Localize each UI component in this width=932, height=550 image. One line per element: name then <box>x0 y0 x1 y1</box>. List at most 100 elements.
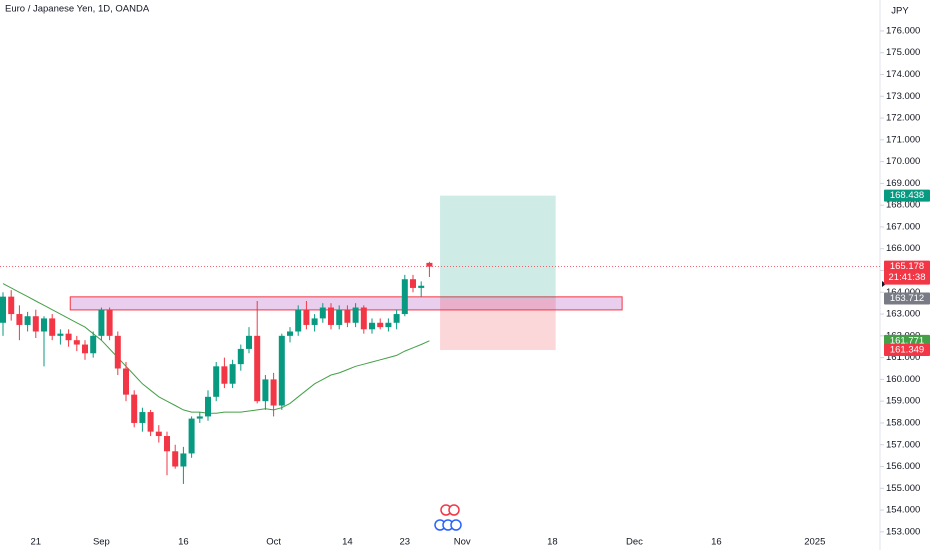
x-tick-label: 23 <box>400 537 411 548</box>
y-tick-label: 153.000 <box>886 526 920 537</box>
candle-body <box>57 333 64 336</box>
candle-body <box>369 322 376 330</box>
y-tick-label: 175.000 <box>886 47 920 58</box>
chart-title: Euro / Japanese Yen, 1D, OANDA <box>5 4 150 15</box>
candle-body <box>246 335 253 349</box>
candle-body <box>155 431 162 437</box>
y-tick-label: 172.000 <box>886 113 920 124</box>
y-tick-label: 159.000 <box>886 396 920 407</box>
candle-body <box>139 412 146 423</box>
y-tick-label: 173.000 <box>886 91 920 102</box>
candle-body <box>360 307 367 330</box>
moving-average <box>2 283 430 414</box>
position-stop <box>440 298 556 351</box>
candle-body <box>49 318 56 336</box>
price-tag <box>884 344 930 357</box>
candle-body <box>188 418 195 454</box>
candle-body <box>172 451 179 467</box>
candle-body <box>147 412 154 432</box>
candle-body <box>131 394 138 423</box>
y-tick-label: 166.000 <box>886 243 920 254</box>
candle-body <box>278 335 285 406</box>
y-tick-label: 170.000 <box>886 156 920 167</box>
x-tick-label: 21 <box>31 537 42 548</box>
y-tick-label: 161.000 <box>886 352 920 363</box>
x-tick-label: 18 <box>547 537 558 548</box>
x-tick-label: 16 <box>178 537 189 548</box>
candle-body <box>164 436 171 452</box>
candle-body <box>401 279 408 315</box>
plot-area <box>0 195 880 484</box>
candle-body <box>90 335 97 354</box>
x-tick-label: Dec <box>626 537 643 548</box>
price-tag <box>884 189 930 202</box>
price-tag-label: 165.178 <box>890 261 924 272</box>
y-tick-label: 155.000 <box>886 483 920 494</box>
candle-body <box>336 309 343 325</box>
currency: JPY <box>891 6 909 17</box>
price-pointer <box>882 281 886 287</box>
y-tick-label: 176.000 <box>886 25 920 36</box>
candle-body <box>73 340 80 345</box>
candle-body <box>221 366 228 384</box>
y-tick-label: 154.000 <box>886 505 920 516</box>
candle-body <box>319 307 326 319</box>
y-tick-label: 160.000 <box>886 374 920 385</box>
y-tick-label: 156.000 <box>886 461 920 472</box>
candle-body <box>196 416 203 419</box>
candle-body <box>123 368 130 395</box>
y-tick-label: 157.000 <box>886 439 920 450</box>
candle-body <box>32 316 39 332</box>
candle-body <box>344 309 351 323</box>
candle-body <box>410 279 417 288</box>
x-tick-label: Sep <box>93 537 110 548</box>
candle-body <box>262 379 269 402</box>
candle-body <box>106 309 113 336</box>
candle-body <box>328 307 335 325</box>
countdown-label: 21:41:38 <box>889 272 926 283</box>
candle-body <box>377 322 384 328</box>
y-tick-label: 164.000 <box>886 287 920 298</box>
x-tick-label: 14 <box>342 537 353 548</box>
candle-body <box>16 314 23 325</box>
candle-body <box>180 453 187 467</box>
candle-body <box>98 309 105 336</box>
y-tick-label: 169.000 <box>886 178 920 189</box>
candle-body <box>114 335 121 369</box>
x-tick-label: Oct <box>266 537 281 548</box>
price-tag-label: 161.771 <box>890 335 924 346</box>
candle-body <box>41 318 48 332</box>
candle-body <box>0 296 7 323</box>
candle-body <box>82 344 89 354</box>
candle-body <box>385 322 392 328</box>
price-tag-label: 168.438 <box>890 190 924 201</box>
candle-body <box>213 366 220 397</box>
price-tag <box>884 260 930 285</box>
candle-body <box>303 309 310 325</box>
candle-body <box>287 331 294 336</box>
x-tick-label: Nov <box>454 537 471 548</box>
y-tick-label: 168.000 <box>886 200 920 211</box>
x-tick-label: 2025 <box>804 537 825 548</box>
candle-body <box>65 333 72 341</box>
candle-body <box>8 296 15 315</box>
candle-body <box>270 379 277 406</box>
y-tick-label: 171.000 <box>886 134 920 145</box>
candle-body <box>418 285 425 288</box>
candle-body <box>352 307 359 323</box>
candle-body <box>24 316 31 325</box>
price-tag-label: 163.712 <box>890 293 924 304</box>
candle-body <box>393 314 400 323</box>
y-tick-label: 163.000 <box>886 309 920 320</box>
price-tag <box>884 334 930 347</box>
x-tick-label: 16 <box>711 537 722 548</box>
candle-body <box>295 309 302 332</box>
candle-body <box>237 348 244 365</box>
candle-body <box>254 335 261 402</box>
position-target <box>440 195 556 299</box>
y-tick-label: 158.000 <box>886 417 920 428</box>
y-tick-label: 167.000 <box>886 221 920 232</box>
event-icons <box>434 504 462 531</box>
